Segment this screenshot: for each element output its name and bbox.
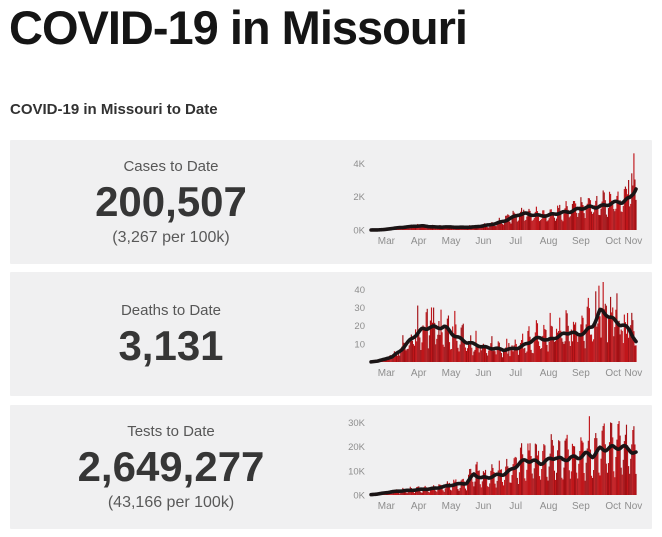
stat-label: Tests to Date	[127, 422, 215, 440]
x-axis-month-labels: Mar Apr May Jun Jul Aug Sep Oct Nov	[378, 501, 643, 512]
stat-label: Deaths to Date	[120, 301, 222, 319]
svg-text:Nov: Nov	[625, 501, 643, 512]
svg-text:May: May	[442, 368, 461, 379]
svg-text:Apr: Apr	[411, 501, 427, 512]
svg-text:Nov: Nov	[625, 368, 643, 379]
tests-trend-chart[interactable]: 0K 10K 20K 30K Mar Apr May Jun Jul Aug Sep Oct Nov	[340, 405, 652, 529]
svg-text:10: 10	[354, 339, 365, 350]
svg-text:40: 40	[354, 285, 365, 296]
svg-text:Apr: Apr	[411, 368, 427, 379]
daily-bars[interactable]	[370, 282, 637, 363]
x-axis-month-labels: Mar Apr May Jun Jul Aug Sep Oct Nov	[378, 368, 643, 379]
x-axis-month-labels: Mar Apr May Jun Jul Aug Sep Oct Nov	[378, 236, 643, 247]
cases-stat-card: Cases to Date 200,507 (3,267 per 100k)	[10, 140, 332, 264]
svg-text:Oct: Oct	[605, 368, 621, 379]
stat-label: Cases to Date	[123, 157, 219, 175]
svg-text:30: 30	[354, 303, 365, 314]
panel-deaths: Deaths to Date 3,131 10 20 30 40 Mar Apr May Ju…	[10, 272, 652, 396]
y-axis-labels: 10 20 30 40	[354, 285, 365, 351]
daily-bars[interactable]	[370, 153, 637, 231]
svg-text:Jul: Jul	[509, 501, 522, 512]
svg-text:Jun: Jun	[475, 368, 491, 379]
svg-text:Mar: Mar	[378, 368, 396, 379]
svg-text:May: May	[442, 501, 461, 512]
deaths-stat-card: Deaths to Date 3,131	[10, 272, 332, 396]
svg-text:Mar: Mar	[378, 236, 396, 247]
svg-text:Oct: Oct	[605, 501, 621, 512]
svg-text:2K: 2K	[353, 192, 365, 203]
svg-text:Jun: Jun	[475, 236, 491, 247]
svg-text:Sep: Sep	[572, 501, 590, 512]
svg-text:Oct: Oct	[605, 236, 621, 247]
svg-text:Nov: Nov	[625, 236, 643, 247]
stat-value: 3,131	[118, 321, 224, 369]
y-axis-labels: 0K 2K 4K	[353, 159, 365, 237]
svg-text:Jul: Jul	[509, 368, 522, 379]
daily-bars[interactable]	[369, 416, 637, 496]
svg-text:20: 20	[354, 321, 365, 332]
seven-day-average-line	[369, 307, 638, 364]
svg-text:Aug: Aug	[540, 501, 558, 512]
cases-trend-chart[interactable]: 0K 2K 4K Mar Apr May Jun Jul Aug Sep Oct Nov	[340, 140, 652, 264]
svg-text:30K: 30K	[348, 418, 366, 429]
stat-value: 200,507	[95, 177, 247, 225]
stat-per-capita: (3,267 per 100k)	[112, 228, 230, 246]
svg-text:Jun: Jun	[475, 501, 491, 512]
deaths-trend-chart[interactable]: 10 20 30 40 Mar Apr May Jun Jul Aug Sep Oct Nov	[340, 272, 652, 396]
panel-cases: Cases to Date 200,507 (3,267 per 100k) 0…	[10, 140, 652, 264]
svg-text:Mar: Mar	[378, 501, 396, 512]
svg-text:May: May	[442, 236, 461, 247]
svg-text:Aug: Aug	[540, 236, 558, 247]
svg-text:Sep: Sep	[572, 236, 590, 247]
stat-per-capita: (43,166 per 100k)	[107, 493, 235, 511]
svg-text:Aug: Aug	[540, 368, 558, 379]
svg-text:Apr: Apr	[411, 236, 427, 247]
svg-text:20K: 20K	[348, 442, 366, 453]
svg-text:0K: 0K	[353, 491, 365, 502]
stat-value: 2,649,277	[77, 442, 265, 490]
svg-text:10K: 10K	[348, 466, 366, 477]
panel-tests: Tests to Date 2,649,277 (43,166 per 100k…	[10, 405, 652, 529]
section-title: COVID-19 in Missouri to Date	[10, 101, 218, 118]
svg-text:Sep: Sep	[572, 368, 590, 379]
svg-text:0K: 0K	[353, 226, 365, 237]
y-axis-labels: 0K 10K 20K 30K	[348, 418, 366, 502]
page-title: COVID-19 in Missouri	[9, 1, 468, 54]
tests-stat-card: Tests to Date 2,649,277 (43,166 per 100k…	[10, 405, 332, 529]
svg-text:Jul: Jul	[509, 236, 522, 247]
seven-day-average-line	[369, 187, 638, 232]
svg-text:4K: 4K	[353, 159, 365, 170]
seven-day-average-line	[369, 443, 638, 497]
